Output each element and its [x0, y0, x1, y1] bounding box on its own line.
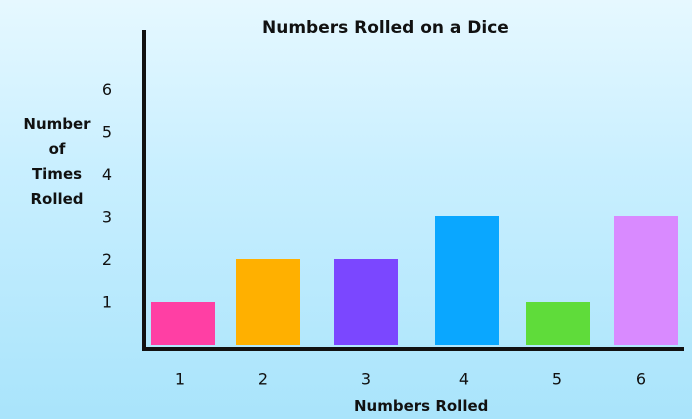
y-tick-label: 3: [102, 208, 112, 227]
bar-3: [334, 259, 398, 345]
x-tick-label: 6: [636, 370, 646, 389]
y-axis-label-line: Rolled: [30, 190, 84, 208]
chart-title: Numbers Rolled on a Dice: [262, 18, 509, 38]
bar-4: [435, 216, 499, 345]
y-axis-label: Number of Times Rolled: [18, 112, 96, 212]
bar-5: [526, 302, 590, 345]
x-axis-label: Numbers Rolled: [354, 397, 489, 415]
y-ticks-group: 1 2 3 4 5 6: [102, 80, 112, 312]
x-tick-label: 2: [258, 370, 268, 389]
x-tick-label: 4: [459, 370, 469, 389]
y-tick-label: 1: [102, 293, 112, 312]
y-tick-label: 5: [102, 123, 112, 142]
y-tick-label: 6: [102, 80, 112, 99]
x-tick-label: 5: [552, 370, 562, 389]
bar-6: [614, 216, 678, 345]
x-tick-label: 1: [175, 370, 185, 389]
y-axis-label-line: Number: [23, 115, 91, 133]
x-ticks-group: 1 2 3 4 5 6: [175, 370, 646, 389]
y-axis-label-line: of: [48, 140, 66, 158]
bars-group: [151, 216, 678, 345]
x-tick-label: 3: [361, 370, 371, 389]
bar-1: [151, 302, 215, 345]
y-axis-label-line: Times: [31, 165, 83, 183]
bar-2: [236, 259, 300, 345]
y-tick-label: 4: [102, 165, 112, 184]
y-tick-label: 2: [102, 250, 112, 269]
